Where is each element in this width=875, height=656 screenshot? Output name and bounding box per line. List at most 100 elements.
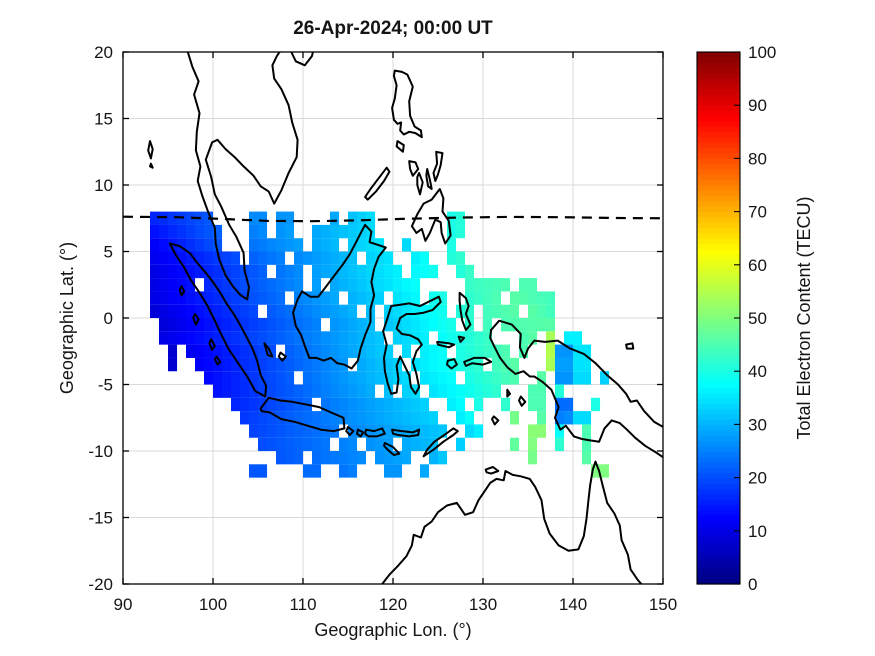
tec-cell — [195, 291, 205, 305]
tec-cell — [348, 397, 358, 412]
tec-cell — [204, 357, 214, 372]
tec-cell — [267, 291, 277, 305]
coastline-negros — [416, 172, 424, 196]
colorbar-strip — [697, 520, 740, 527]
tec-cell — [267, 371, 277, 385]
tec-cell — [177, 251, 187, 265]
colorbar-tick-label: 50 — [748, 309, 767, 328]
tec-cell — [222, 357, 232, 372]
colorbar-strip — [697, 339, 740, 346]
tec-cell — [429, 264, 439, 279]
coastline-seram — [463, 356, 493, 367]
tec-cell — [411, 278, 421, 292]
tec-cell — [501, 304, 511, 319]
tec-cell — [528, 291, 538, 305]
colorbar-strip — [697, 365, 740, 372]
tec-cell — [510, 371, 520, 385]
colorbar-tick-label: 70 — [748, 203, 767, 222]
y-axis-label: Geographic Lat. (°) — [57, 242, 77, 394]
colorbar-strip — [697, 259, 740, 266]
coastline-borneo — [292, 223, 387, 370]
tec-cell — [384, 251, 394, 265]
tec-cell — [447, 357, 457, 372]
tec-cell — [411, 304, 421, 319]
tec-cell — [258, 464, 268, 478]
colorbar-strip — [697, 206, 740, 213]
colorbar-strip — [697, 488, 740, 495]
tec-cell — [303, 251, 313, 265]
tec-cell — [429, 424, 439, 438]
tec-cell — [483, 291, 493, 305]
tec-cell — [285, 384, 295, 398]
tec-cell — [573, 371, 583, 385]
tec-heatmap-cells — [150, 211, 610, 478]
colorbar-tick-label: 10 — [748, 522, 767, 541]
coastline-hainan — [290, 52, 314, 67]
tec-cell — [321, 451, 331, 465]
tec-cell — [429, 318, 439, 332]
coastline-flores — [391, 428, 421, 438]
tec-cell — [240, 371, 250, 385]
colorbar-tick-label: 90 — [748, 96, 767, 115]
tec-cell — [528, 437, 538, 452]
tec-cell — [429, 344, 439, 358]
colorbar-strip — [697, 227, 740, 234]
tec-cell — [348, 384, 358, 398]
tec-cell — [231, 278, 241, 292]
tec-cell — [231, 264, 241, 279]
tec-cell — [465, 291, 475, 305]
tec-cell — [537, 384, 547, 398]
colorbar-strip — [697, 318, 740, 324]
tec-cell — [537, 424, 547, 438]
tec-cell — [222, 304, 232, 319]
tec-cell — [285, 238, 295, 252]
tec-cell — [537, 304, 547, 319]
colorbar-strip — [697, 232, 740, 239]
coastline-halmahera — [458, 291, 472, 331]
tec-cell — [357, 384, 367, 398]
tec-cell — [366, 264, 376, 279]
tec-cell — [339, 464, 349, 478]
tec-cell — [330, 344, 340, 358]
colorbar-strip — [697, 408, 740, 415]
tec-cell — [402, 318, 412, 332]
colorbar-strip — [697, 498, 740, 505]
tec-cell — [402, 451, 412, 465]
tec-cell — [375, 291, 385, 305]
tec-cell — [483, 344, 493, 358]
tec-cell — [249, 397, 259, 412]
tec-cell — [366, 437, 376, 452]
tec-cell — [159, 331, 169, 345]
tec-cell — [357, 411, 367, 425]
tec-cell — [267, 318, 277, 332]
colorbar-strip — [697, 312, 740, 319]
axis-tick-labels: 90 100 110 120 130 140 150 -20 -15 -10 -5 0 5 10 15 20 — [88, 43, 677, 614]
tec-cell — [357, 344, 367, 358]
tec-cell — [303, 304, 313, 319]
tec-cell — [267, 424, 277, 438]
tec-cell — [438, 371, 448, 385]
tec-cell — [348, 344, 358, 358]
tec-cell — [159, 318, 169, 332]
colorbar-strip — [697, 349, 740, 356]
tec-cell — [258, 437, 268, 452]
tec-cell — [330, 264, 340, 279]
colorbar-strip — [697, 270, 740, 277]
tec-cell — [357, 278, 367, 292]
tec-cell — [456, 397, 466, 412]
tec-cell — [330, 211, 340, 225]
tec-cell — [222, 291, 232, 305]
colorbar-strip — [697, 509, 740, 516]
tec-cell — [438, 357, 448, 372]
tec-cell — [195, 331, 205, 345]
tec-cell — [402, 344, 412, 358]
tec-cell — [258, 291, 268, 305]
tec-cell — [231, 331, 241, 345]
tec-cell — [393, 451, 403, 465]
tec-cell — [537, 291, 547, 305]
tec-cell — [258, 211, 268, 225]
tec-cell — [501, 397, 511, 412]
tec-cell — [393, 464, 403, 478]
tec-cell — [375, 397, 385, 412]
colorbar-strip — [697, 126, 740, 133]
